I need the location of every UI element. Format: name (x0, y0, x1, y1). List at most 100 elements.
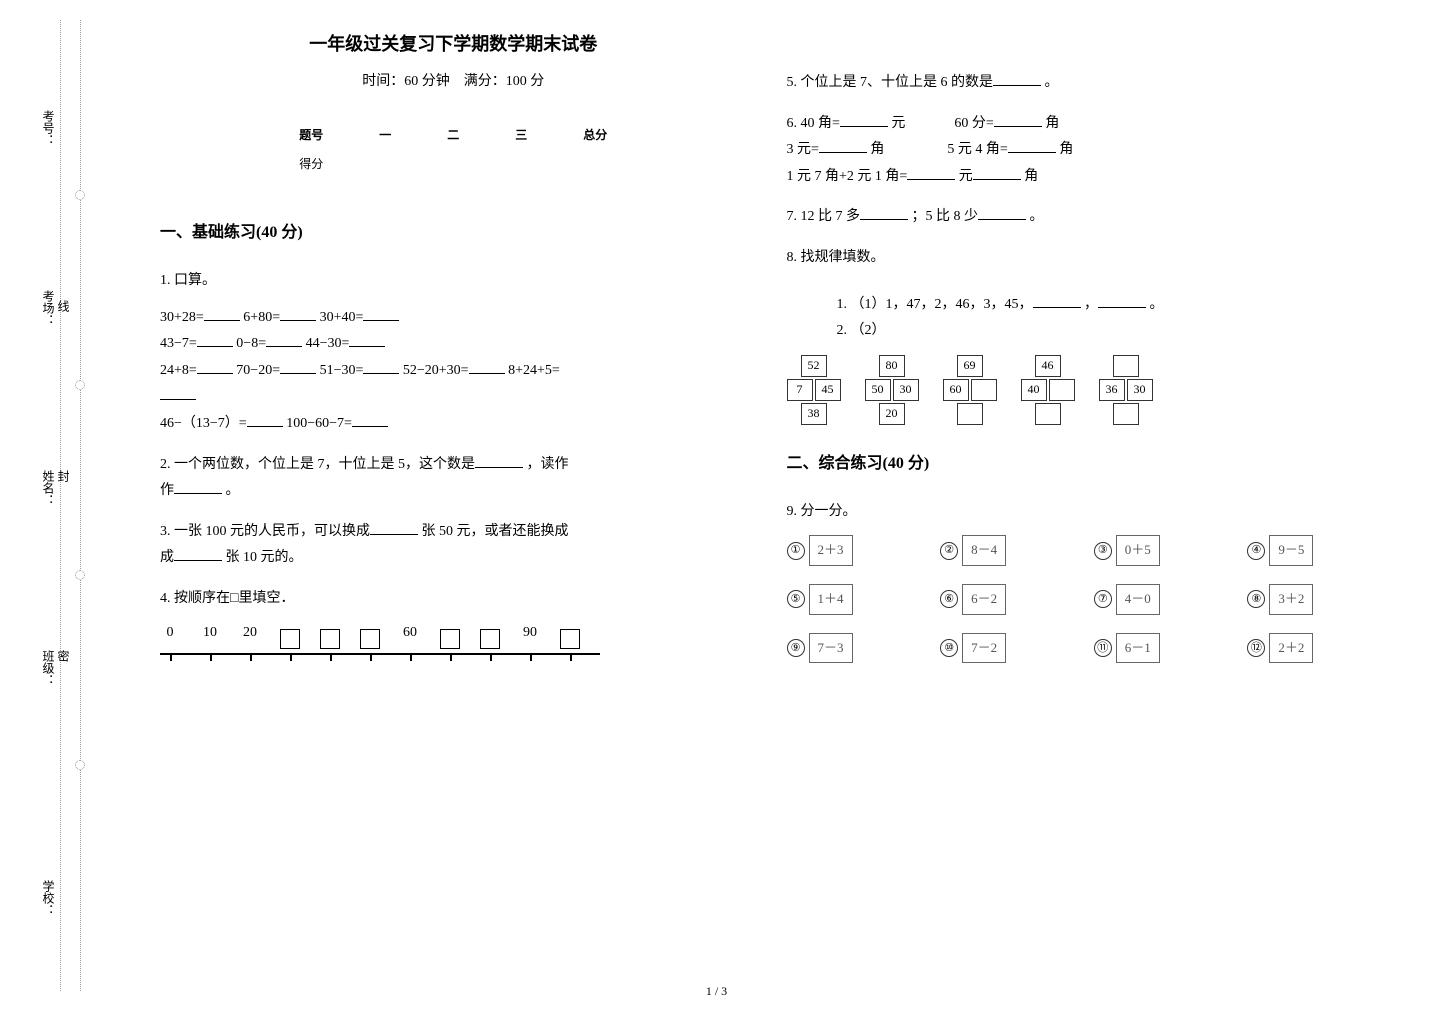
numline-tick (250, 653, 252, 661)
problem-4: 4. 按顺序在□里填空． 010206090 (160, 586, 747, 663)
expr-index: ⑩ (940, 639, 958, 657)
pyramid-row: 69 (957, 355, 983, 377)
problem-6: 6. 40 角= 元 60 分= 角 3 元= 角 5 元 4 角= 角 1 元… (787, 111, 1374, 191)
numline-label: 20 (243, 620, 257, 647)
pyramid: 80503020 (865, 355, 919, 425)
blank (819, 137, 867, 153)
expr-box: 6－2 (962, 584, 1006, 615)
blank (469, 358, 505, 374)
expr-item: ⑫2＋2 (1247, 633, 1373, 664)
numline-tick (490, 653, 492, 661)
pyramid-row: 40 (1021, 379, 1075, 401)
score-cell (555, 149, 635, 178)
score-h4: 总分 (555, 120, 635, 149)
expr-box: 7－3 (809, 633, 853, 664)
blank (280, 358, 316, 374)
expr-box: 9－5 (1269, 535, 1313, 566)
problem-9: 9. 分一分。 ①2＋3②8－4③0＋5④9－5⑤1＋4⑥6－2⑦4－0⑧3＋2… (787, 499, 1374, 664)
expr-grid: ①2＋3②8－4③0＋5④9－5⑤1＋4⑥6－2⑦4－0⑧3＋2⑨7－3⑩7－2… (787, 535, 1374, 663)
expr-index: ⑥ (940, 590, 958, 608)
p1-num: 1. (160, 273, 171, 288)
p9-num: 9. (787, 504, 798, 519)
pyramid-cell: 40 (1021, 379, 1047, 401)
expr: 100−60−7= (286, 416, 352, 431)
pyramid: 4640 (1021, 355, 1075, 425)
pyramid-cell: 50 (865, 379, 891, 401)
expr: 30+40= (320, 310, 364, 325)
p7-num: 7. (787, 209, 798, 224)
expr-index: ⑤ (787, 590, 805, 608)
content-area: 一年级过关复习下学期数学期末试卷 时间：60 分钟 满分：100 分 题号 一 … (100, 0, 1433, 1011)
number-line: 010206090 (160, 623, 600, 663)
expr-item: ⑦4－0 (1094, 584, 1220, 615)
expr-item: ⑨7－3 (787, 633, 913, 664)
blank (174, 545, 222, 561)
score-header-row: 题号 一 二 三 总分 (271, 120, 635, 149)
blank (352, 411, 388, 427)
p6-l2b: 角 (870, 142, 884, 157)
blank (973, 164, 1021, 180)
expr: 0−8= (236, 336, 266, 351)
p1-exprs: 30+28= 6+80= 30+40= 43−7= 0−8= 44−30= 24… (160, 305, 747, 438)
expr: 6+80= (243, 310, 280, 325)
p2-num: 2. (160, 457, 171, 472)
expr-box: 2＋2 (1269, 633, 1313, 664)
expr: 30+28= (160, 310, 204, 325)
blank (363, 358, 399, 374)
pyramid-row: 52 (801, 355, 827, 377)
score-value-row: 得分 (271, 149, 635, 178)
p6-l1d: 角 (1045, 116, 1059, 131)
pyramid-row (1035, 403, 1061, 425)
numline-tick (170, 653, 172, 661)
problem-7: 7. 12 比 7 多 ；5 比 8 少 。 (787, 204, 1374, 231)
score-h2: 二 (419, 120, 487, 149)
expr-box: 1＋4 (809, 584, 853, 615)
blank (370, 519, 418, 535)
pyramid-row (957, 403, 983, 425)
expr-index: ② (940, 542, 958, 560)
numline-box (560, 629, 580, 649)
pyramid-row: 38 (801, 403, 827, 425)
p1-label: 口算。 (174, 273, 216, 288)
blank (197, 358, 233, 374)
binding-circle (75, 380, 85, 390)
p6-l3c: 角 (1024, 169, 1038, 184)
p8-text: 找规律填数。 (801, 250, 885, 265)
column-right: 5. 个位上是 7、十位上是 6 的数是 。 6. 40 角= 元 60 分= … (767, 30, 1394, 991)
blank (1008, 137, 1056, 153)
p6-l2c: 5 元 4 角= (947, 142, 1007, 157)
binding-line-outer (80, 20, 81, 991)
expr: 70−20= (236, 363, 280, 378)
blank (247, 411, 283, 427)
pyramid-row: 80 (879, 355, 905, 377)
blank (204, 305, 240, 321)
binding-label-kaohao: 考号： (40, 110, 57, 146)
numline-box (360, 629, 380, 649)
p7-b: ；5 比 8 少 (912, 209, 979, 224)
pyramid-cell: 60 (943, 379, 969, 401)
binding-circle (75, 570, 85, 580)
blank (860, 204, 908, 220)
pyramid-row: 3630 (1099, 379, 1153, 401)
problem-1: 1. 口算。 30+28= 6+80= 30+40= 43−7= 0−8= 44… (160, 268, 747, 438)
numline-label: 60 (403, 620, 417, 647)
pyramid-cell: 52 (801, 355, 827, 377)
p8s1-b: ， (1084, 297, 1098, 312)
exam-subtitle: 时间：60 分钟 满分：100 分 (160, 70, 747, 90)
p4-text: 按顺序在□里填空． (174, 591, 294, 606)
section1-heading: 一、基础练习(40 分) (160, 218, 747, 242)
pyramid-cell: 7 (787, 379, 813, 401)
p5-b: 。 (1045, 75, 1059, 90)
column-left: 一年级过关复习下学期数学期末试卷 时间：60 分钟 满分：100 分 题号 一 … (140, 30, 767, 991)
expr-item: ⑤1＋4 (787, 584, 913, 615)
expr: 24+8= (160, 363, 197, 378)
numline-tick (570, 653, 572, 661)
page-root: 考号： 考场： 姓名： 班级： 学校： 线 封 密 一年级过关复习下学期数学期末… (0, 0, 1433, 1011)
expr-item: ③0＋5 (1094, 535, 1220, 566)
score-cell (351, 149, 419, 178)
binding-margin: 考号： 考场： 姓名： 班级： 学校： 线 封 密 (0, 0, 100, 1011)
pyramid-row: 5030 (865, 379, 919, 401)
numline-tick (530, 653, 532, 661)
binding-circle (75, 760, 85, 770)
blank (475, 452, 523, 468)
